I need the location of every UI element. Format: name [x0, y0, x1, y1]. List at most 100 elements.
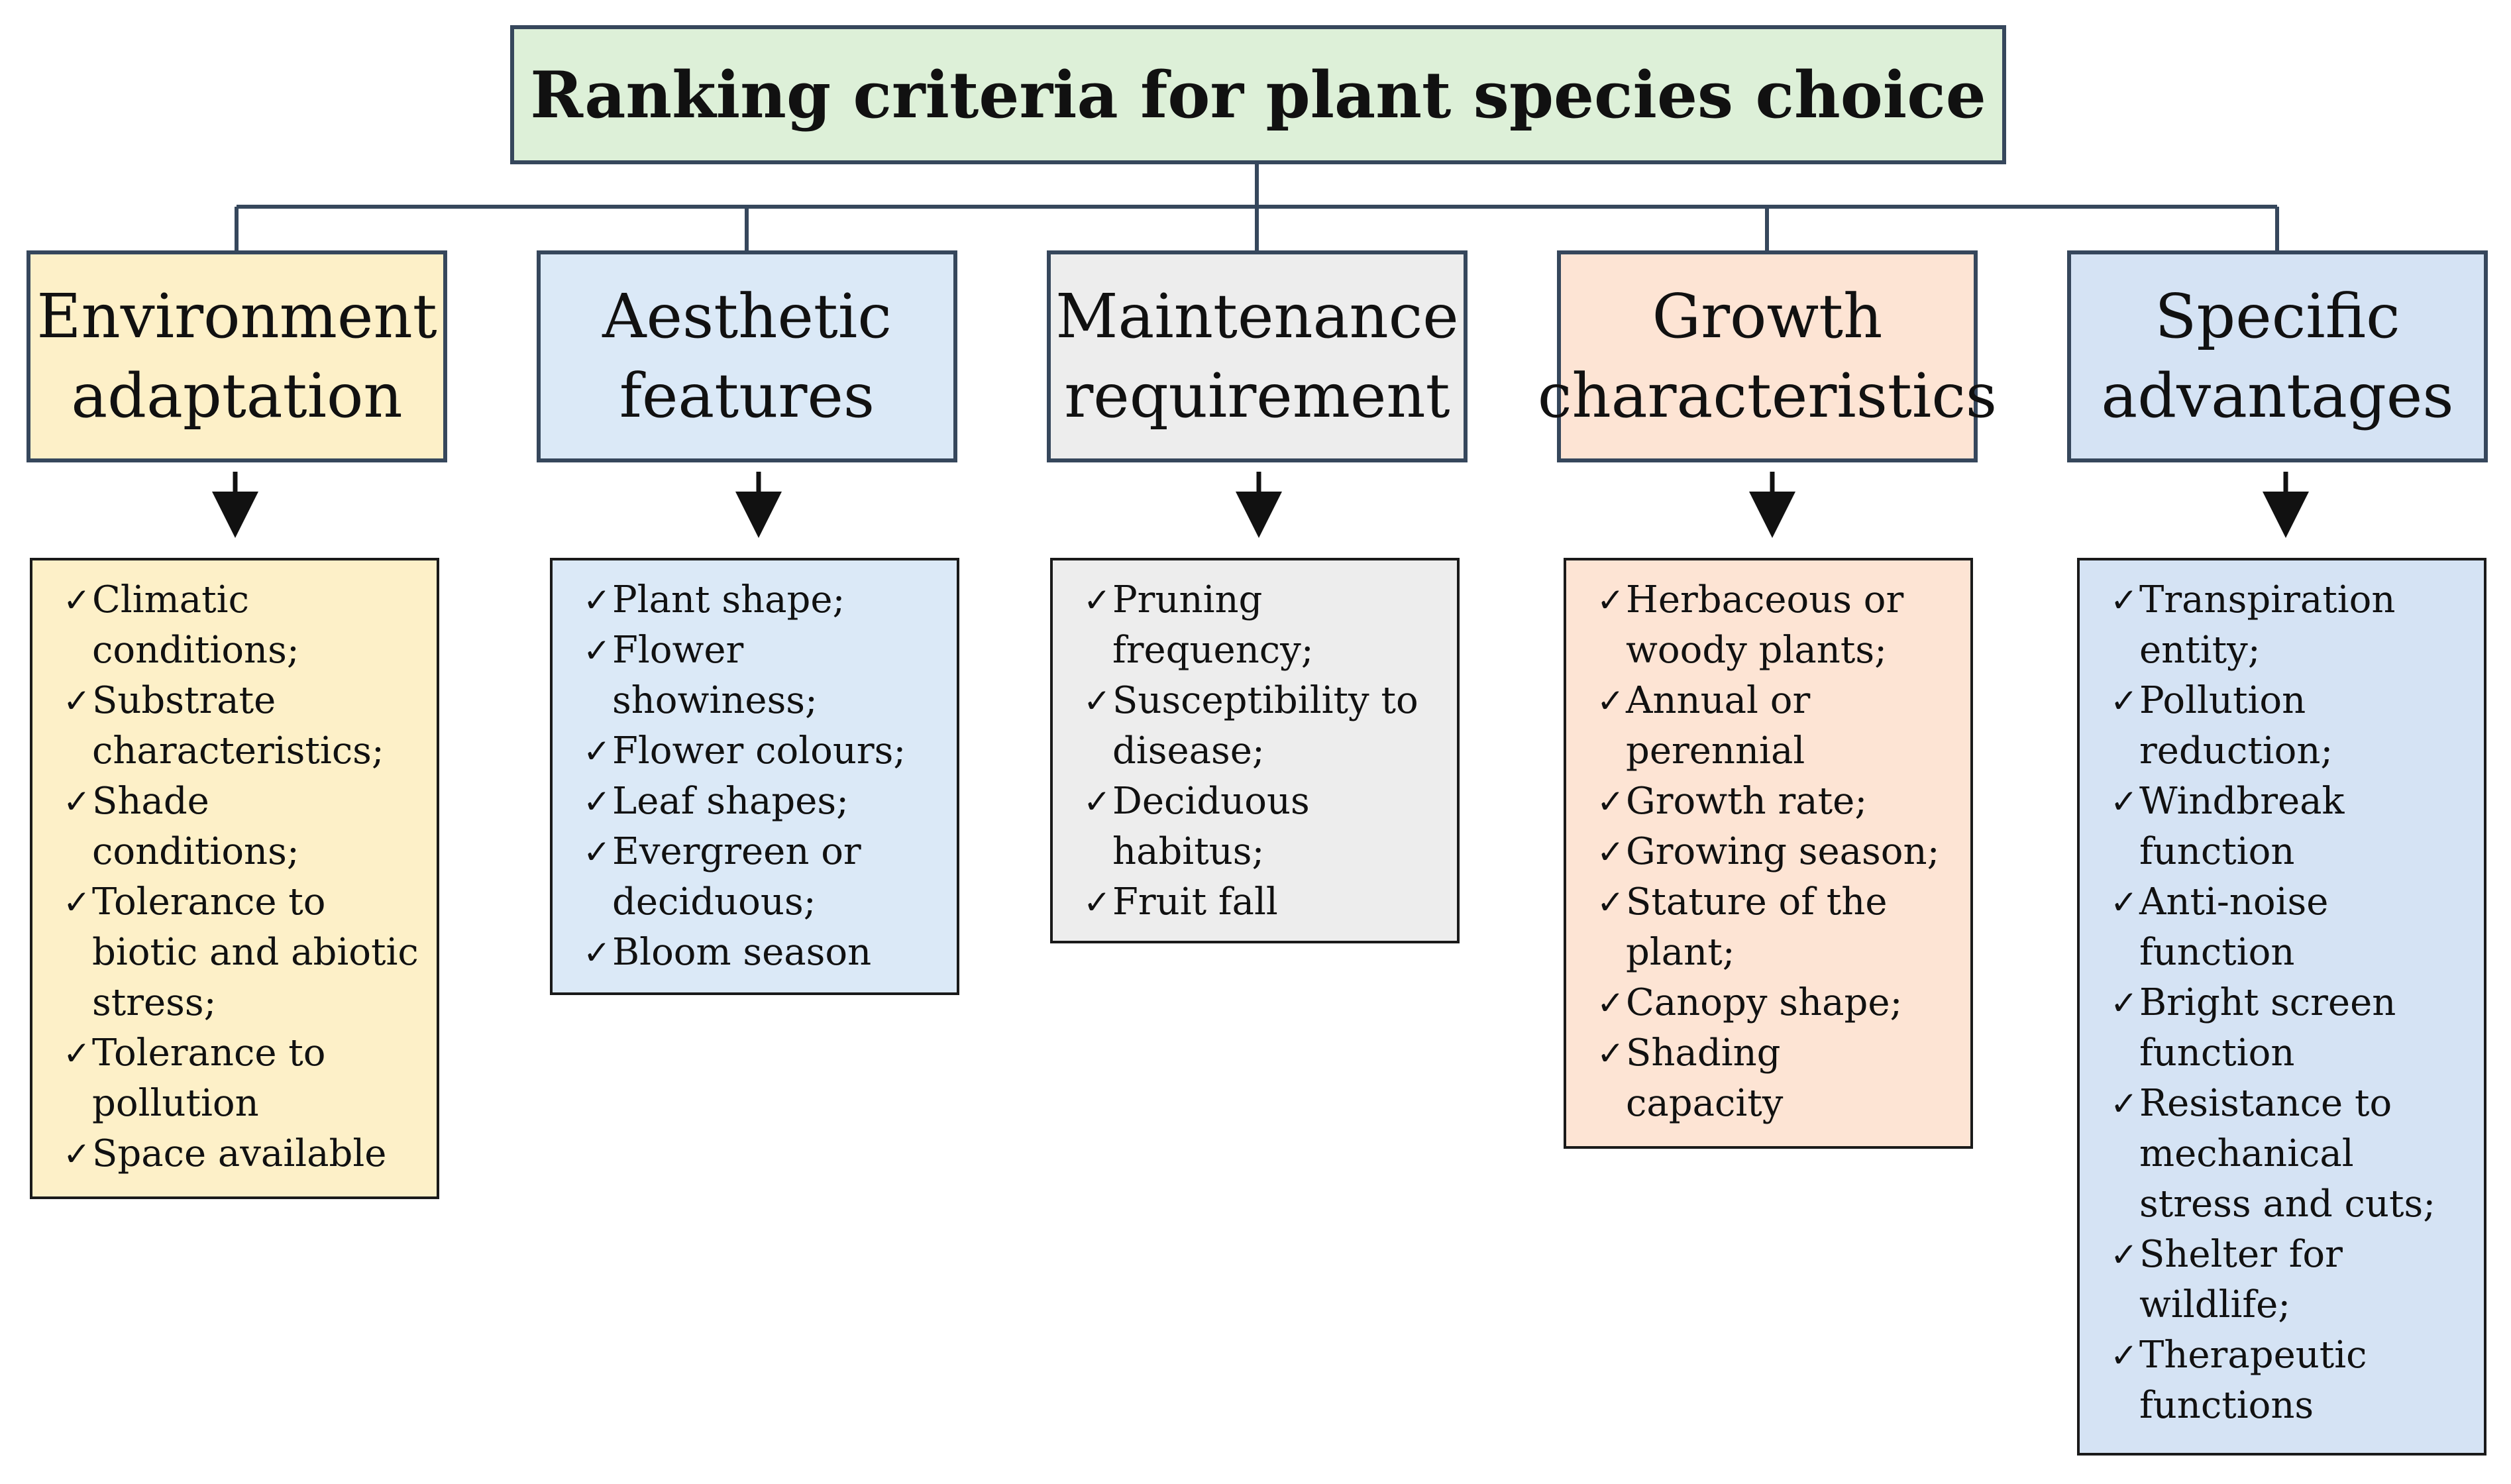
- check-icon: ✓: [583, 631, 611, 670]
- category-label-line: Environment: [36, 281, 437, 352]
- list-item: ✓ Shading capacity: [1597, 1028, 1957, 1129]
- item-line: biotic and abiotic: [92, 931, 419, 974]
- item-line: Plant shape;: [612, 578, 845, 621]
- item-line: Therapeutic: [2139, 1334, 2367, 1377]
- list-item: ✓ Flower showiness;: [583, 625, 943, 726]
- check-icon: ✓: [1597, 682, 1625, 720]
- item-line: Deciduous: [1112, 780, 1310, 823]
- list-item: ✓ Transpiration entity;: [2110, 575, 2471, 676]
- list-item: ✓ Annual or perennial: [1597, 676, 1957, 776]
- list-item: ✓ Tolerance to biotic and abiotic stress…: [63, 877, 423, 1028]
- check-icon: ✓: [2110, 1085, 2138, 1123]
- item-line: function: [2139, 1032, 2295, 1075]
- list-item: ✓ Windbreak function: [2110, 776, 2471, 877]
- check-icon: ✓: [2110, 1236, 2138, 1274]
- check-icon: ✓: [1597, 833, 1625, 871]
- item-line: Stature of the: [1626, 880, 1888, 924]
- item-line: frequency;: [1112, 629, 1314, 672]
- item-line: Anti-noise: [2139, 880, 2329, 924]
- item-line: Evergreen or: [612, 830, 861, 873]
- item-line: Leaf shapes;: [612, 780, 849, 823]
- check-icon: ✓: [2110, 682, 2138, 720]
- list-item: ✓ Fruit fall: [1083, 877, 1444, 928]
- list-item: ✓ Bloom season: [583, 928, 943, 978]
- item-line: deciduous;: [612, 880, 816, 924]
- list-item: ✓ Growth rate;: [1597, 776, 1957, 827]
- check-icon: ✓: [583, 933, 611, 972]
- category-label: Maintenance requirement: [1055, 277, 1458, 435]
- list-item: ✓ Climatic conditions;: [63, 575, 423, 676]
- list-item: ✓ Deciduous habitus;: [1083, 776, 1444, 877]
- item-line: Tolerance to: [92, 1032, 326, 1075]
- check-icon: ✓: [1597, 883, 1625, 922]
- check-icon: ✓: [583, 581, 611, 619]
- check-icon: ✓: [1083, 782, 1111, 821]
- item-line: Growth rate;: [1626, 780, 1868, 823]
- check-icon: ✓: [63, 782, 91, 821]
- category-label: Specific advantages: [2101, 277, 2453, 435]
- item-line: habitus;: [1112, 830, 1265, 873]
- item-line: Substrate: [92, 679, 276, 722]
- item-line: reduction;: [2139, 729, 2333, 772]
- item-line: Space available: [92, 1132, 387, 1175]
- item-line: Flower colours;: [612, 729, 906, 772]
- category-label: Environment adaptation: [36, 277, 437, 435]
- criteria-list-growth: ✓ Herbaceous or woody plants; ✓ Annual o…: [1564, 558, 1973, 1149]
- diagram-title: Ranking criteria for plant species choic…: [530, 57, 1986, 132]
- category-label-line: Growth: [1652, 281, 1883, 352]
- criteria-list-maintenance: ✓ Pruning frequency; ✓ Susceptibility to…: [1050, 558, 1460, 943]
- item-line: wildlife;: [2139, 1283, 2291, 1326]
- item-line: Climatic: [92, 578, 249, 621]
- item-line: Shelter for: [2139, 1233, 2343, 1276]
- category-box-environment: Environment adaptation: [27, 250, 447, 462]
- category-label: Aesthetic features: [602, 277, 892, 435]
- item-line: woody plants;: [1626, 629, 1887, 672]
- check-icon: ✓: [2110, 581, 2138, 619]
- category-label-line: characteristics: [1537, 360, 1998, 431]
- check-icon: ✓: [2110, 1336, 2138, 1375]
- criteria-list-environment: ✓ Climatic conditions; ✓ Substrate chara…: [30, 558, 439, 1199]
- list-item: ✓ Evergreen or deciduous;: [583, 827, 943, 928]
- item-line: conditions;: [92, 629, 299, 672]
- title-box: Ranking criteria for plant species choic…: [510, 25, 2006, 164]
- list-item: ✓ Canopy shape;: [1597, 978, 1957, 1028]
- category-box-specific: Specific advantages: [2067, 250, 2488, 462]
- item-line: Flower: [612, 629, 744, 672]
- check-icon: ✓: [2110, 984, 2138, 1022]
- check-icon: ✓: [583, 732, 611, 770]
- list-item: ✓ Anti-noise function: [2110, 877, 2471, 978]
- item-line: stress and cuts;: [2139, 1183, 2436, 1226]
- item-line: pollution: [92, 1082, 259, 1125]
- category-box-maintenance: Maintenance requirement: [1047, 250, 1468, 462]
- list-item: ✓ Substrate characteristics;: [63, 676, 423, 776]
- item-line: Annual or: [1626, 679, 1811, 722]
- check-icon: ✓: [1597, 782, 1625, 821]
- list-item: ✓ Space available: [63, 1129, 423, 1179]
- list-item: ✓ Susceptibility to disease;: [1083, 676, 1444, 776]
- check-icon: ✓: [63, 883, 91, 922]
- item-line: Bloom season: [612, 931, 872, 974]
- list-item: ✓ Tolerance to pollution: [63, 1028, 423, 1129]
- item-line: stress;: [92, 981, 217, 1024]
- list-item: ✓ Shelter for wildlife;: [2110, 1230, 2471, 1330]
- item-line: Herbaceous or: [1626, 578, 1904, 621]
- criteria-list-specific: ✓ Transpiration entity; ✓ Pollution redu…: [2077, 558, 2486, 1456]
- check-icon: ✓: [63, 581, 91, 619]
- item-line: Tolerance to: [92, 880, 326, 924]
- category-label: Growth characteristics: [1538, 277, 1997, 435]
- list-item: ✓ Therapeutic functions: [2110, 1330, 2471, 1431]
- item-line: perennial: [1626, 729, 1805, 772]
- check-icon: ✓: [63, 1135, 91, 1173]
- item-line: mechanical: [2139, 1132, 2354, 1175]
- item-line: Shade: [92, 780, 209, 823]
- category-label-line: features: [619, 360, 875, 431]
- category-label-line: requirement: [1064, 360, 1450, 431]
- category-label-line: Maintenance: [1055, 281, 1459, 352]
- check-icon: ✓: [1597, 1034, 1625, 1073]
- item-line: disease;: [1112, 729, 1265, 772]
- list-item: ✓ Pollution reduction;: [2110, 676, 2471, 776]
- list-item: ✓ Pruning frequency;: [1083, 575, 1444, 676]
- category-box-aesthetic: Aesthetic features: [537, 250, 957, 462]
- item-line: Susceptibility to: [1112, 679, 1418, 722]
